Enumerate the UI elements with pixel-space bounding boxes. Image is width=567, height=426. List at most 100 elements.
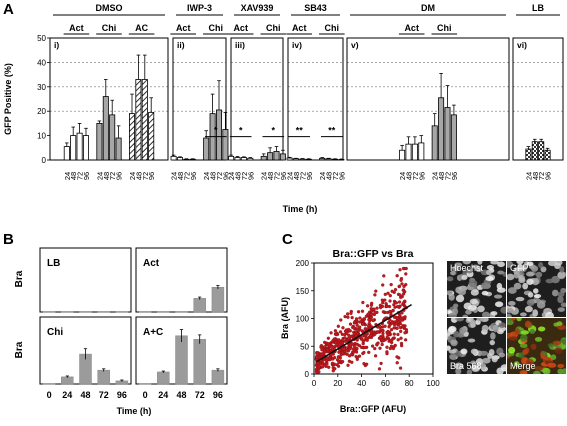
subpanel-frame	[347, 38, 509, 160]
scatter-point	[393, 326, 396, 329]
scatter-point	[389, 299, 392, 302]
bar	[204, 138, 209, 160]
x-tick-label: 40	[357, 379, 366, 388]
scatter-point	[357, 310, 360, 313]
bar	[332, 159, 337, 160]
bar	[110, 115, 115, 160]
scatter-point	[402, 325, 405, 328]
scatter-point	[327, 342, 330, 345]
x-tick-label: 0	[47, 390, 52, 400]
nucleus	[552, 290, 559, 297]
scatter-point	[337, 325, 340, 328]
photo-label: GFP	[510, 263, 529, 273]
scatter-point	[370, 304, 373, 307]
scatter-point	[355, 350, 358, 353]
significance-mark: **	[296, 126, 304, 136]
nucleus	[516, 297, 525, 301]
panel-letter-c: C	[282, 231, 293, 248]
bar	[293, 159, 298, 160]
scatter-point	[385, 305, 388, 308]
scatter-point	[360, 346, 363, 349]
nucleus	[532, 309, 538, 317]
group-label: Chi	[102, 23, 117, 33]
nucleus	[541, 354, 546, 359]
nucleus	[515, 328, 520, 334]
scatter-point	[392, 347, 395, 350]
bar	[194, 298, 206, 312]
group-label: Act	[69, 23, 84, 33]
x-tick-label: 96	[417, 172, 426, 180]
x-tick-label: 96	[189, 172, 198, 180]
scatter-point	[367, 318, 370, 321]
nucleus	[531, 265, 538, 271]
nucleus	[535, 337, 542, 342]
microscopy-bra568: Bra 568	[447, 318, 506, 374]
scatter-point	[369, 334, 372, 337]
bar	[300, 159, 305, 160]
scatter-point	[385, 346, 388, 349]
nucleus	[479, 351, 488, 356]
scatter-point	[389, 294, 392, 297]
scatter-point	[349, 329, 352, 332]
bar	[339, 160, 344, 161]
significance-mark: *	[272, 126, 276, 136]
y-tick-label: 0	[42, 156, 47, 165]
scatter-point	[372, 308, 375, 311]
bar	[184, 159, 189, 160]
nucleus	[453, 331, 459, 337]
bar	[71, 136, 76, 160]
x-tick-label: 24	[158, 390, 168, 400]
bar	[176, 336, 188, 384]
subpanel-id: v)	[351, 40, 359, 50]
nucleus	[520, 312, 527, 316]
nucleus	[520, 334, 527, 341]
nucleus	[508, 301, 515, 306]
subpanel-id: i)	[54, 40, 59, 50]
bar	[212, 287, 224, 312]
bar	[83, 136, 88, 160]
scatter-point	[348, 354, 351, 357]
x-axis-label: Time (h)	[117, 406, 152, 416]
scatter-point	[391, 290, 394, 293]
scatter-point	[346, 316, 349, 319]
group-label: Act	[292, 23, 307, 33]
scatter-point	[361, 323, 364, 326]
bar	[64, 147, 69, 160]
x-axis-label: Time (h)	[283, 204, 318, 214]
nucleus	[554, 347, 562, 353]
nucleus	[470, 299, 478, 305]
nucleus	[490, 332, 496, 339]
scatter-point	[396, 274, 399, 277]
x-tick-label: 96	[337, 172, 346, 180]
nucleus	[453, 303, 458, 307]
bar	[306, 159, 311, 160]
scatter-point	[390, 339, 393, 342]
scatter-point	[379, 336, 382, 339]
bar	[223, 130, 228, 161]
scatter-point	[347, 337, 350, 340]
bar	[406, 144, 411, 160]
scatter-point	[393, 333, 396, 336]
nucleus	[559, 266, 564, 273]
scatter-point	[361, 310, 364, 313]
nucleus	[536, 299, 542, 304]
scatter-point	[371, 345, 374, 348]
subpanel-id: iii)	[235, 40, 245, 50]
scatter-point	[348, 348, 351, 351]
bar	[77, 133, 82, 160]
scatter-point	[367, 351, 370, 354]
nucleus	[526, 279, 533, 285]
scatter-point	[395, 301, 398, 304]
nucleus	[514, 283, 522, 290]
scatter-point	[396, 333, 399, 336]
photo-label: Bra 568	[450, 361, 482, 371]
nucleus	[468, 280, 477, 288]
scatter-point	[320, 348, 323, 351]
nucleus	[535, 272, 541, 276]
nucleus	[498, 322, 505, 328]
scatter-point	[348, 360, 351, 363]
scatter-point	[341, 326, 344, 329]
